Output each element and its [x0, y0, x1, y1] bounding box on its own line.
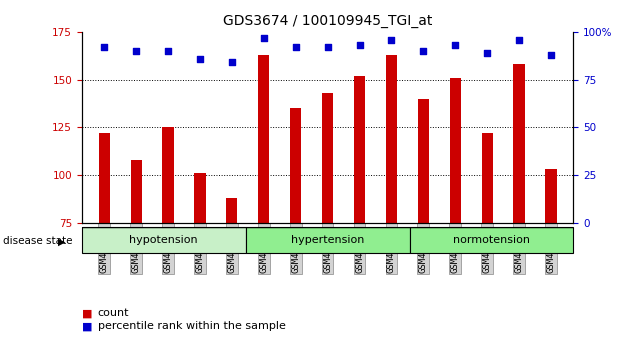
Point	[290, 44, 301, 50]
Point	[163, 48, 173, 54]
Point	[99, 44, 109, 50]
Bar	[99, 133, 110, 354]
Text: count: count	[98, 308, 129, 318]
Text: ■: ■	[82, 321, 93, 331]
Point	[227, 59, 237, 65]
Bar	[130, 160, 142, 354]
Point	[418, 48, 428, 54]
Point	[386, 37, 396, 42]
Point	[482, 50, 492, 56]
Bar	[195, 173, 205, 354]
Point	[323, 44, 333, 50]
Bar	[481, 133, 493, 354]
Bar	[386, 55, 397, 354]
Point	[259, 35, 269, 40]
Point	[514, 37, 524, 42]
Point	[131, 48, 141, 54]
Point	[355, 42, 365, 48]
Bar	[226, 198, 238, 354]
Point	[195, 56, 205, 62]
Bar	[82, 227, 246, 253]
Bar	[418, 99, 429, 354]
Bar	[546, 170, 556, 354]
Bar	[246, 227, 410, 253]
Text: disease state: disease state	[3, 236, 72, 246]
Text: ■: ■	[82, 308, 93, 318]
Text: hypertension: hypertension	[291, 235, 364, 245]
Text: normotension: normotension	[453, 235, 530, 245]
Bar	[322, 93, 333, 354]
Point	[546, 52, 556, 58]
Bar	[410, 227, 573, 253]
Bar	[450, 78, 461, 354]
Text: percentile rank within the sample: percentile rank within the sample	[98, 321, 285, 331]
Bar	[258, 55, 270, 354]
Bar	[354, 76, 365, 354]
Bar	[513, 64, 525, 354]
Text: ▶: ▶	[58, 236, 66, 246]
Bar	[290, 108, 301, 354]
Point	[450, 42, 461, 48]
Bar	[163, 127, 174, 354]
Title: GDS3674 / 100109945_TGI_at: GDS3674 / 100109945_TGI_at	[223, 14, 432, 28]
Text: hypotension: hypotension	[130, 235, 198, 245]
